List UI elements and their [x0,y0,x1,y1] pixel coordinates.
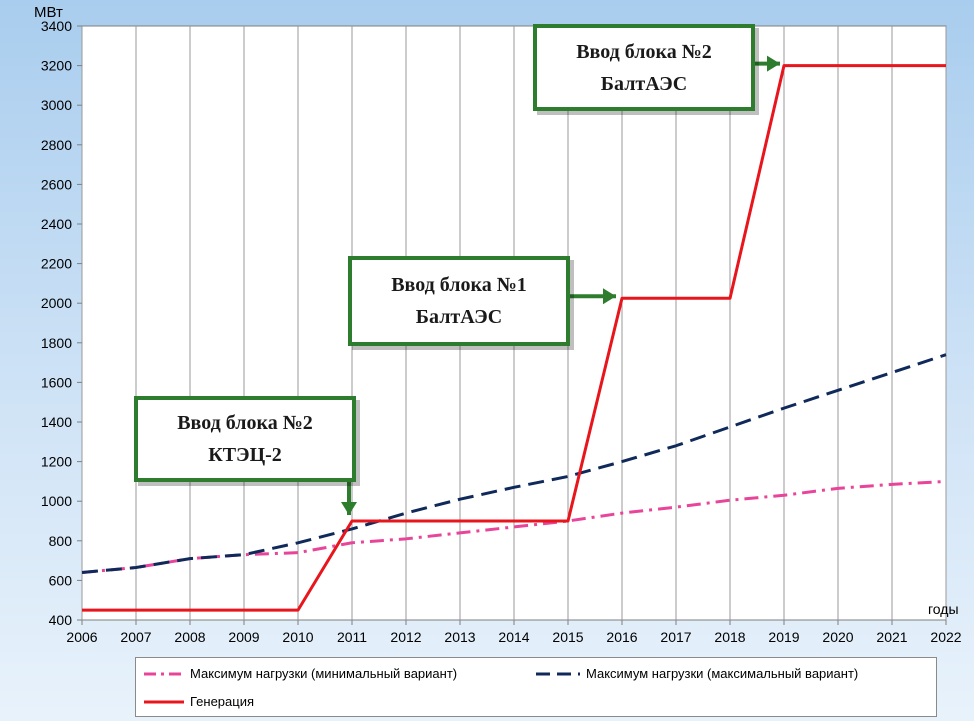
annotation-baltaes-2: Ввод блока №2 БалтАЭС [533,24,755,111]
x-tick-label: 2021 [876,629,907,645]
legend-label-gen: Генерация [190,694,255,709]
annotation-baltaes-1: Ввод блока №1 БалтАЭС [348,256,570,346]
y-tick-label: 2400 [41,216,72,232]
legend-item-max: Максимум нагрузки (максимальный вариант) [536,666,858,681]
x-tick-label: 2007 [120,629,151,645]
y-tick-label: 2600 [41,176,72,192]
series-line-1 [81,353,947,574]
y-tick-label: 3200 [41,58,72,74]
y-tick-label: 2200 [41,256,72,272]
legend-swatch-dashdot [144,672,184,675]
x-tick-label: 2006 [66,629,97,645]
x-tick-label: 2009 [228,629,259,645]
arrow-baltaes-2-head [767,55,780,72]
x-tick-label: 2008 [174,629,205,645]
legend: Максимум нагрузки (минимальный вариант) … [135,657,937,717]
x-tick-label: 2013 [444,629,475,645]
x-tick-label: 2022 [930,629,961,645]
y-tick-label: 1400 [41,414,72,430]
y-tick-label: 600 [49,572,73,588]
annotation-line1: Ввод блока №1 [391,274,527,296]
x-axis-label: годы [928,601,959,617]
x-tick-label: 2010 [282,629,313,645]
legend-swatch-solid [144,700,184,703]
arrow-ktec2-head [341,502,357,515]
legend-label-min: Максимум нагрузки (минимальный вариант) [190,666,458,681]
annotation-line2: БалтАЭС [415,306,503,328]
legend-label-max: Максимум нагрузки (максимальный вариант) [586,666,859,681]
legend-swatch-dashed [536,672,580,675]
y-tick-label: 1600 [41,374,72,390]
arrow-baltaes-1-head [603,288,616,305]
x-tick-label: 2012 [390,629,421,645]
y-tick-label: 1000 [41,493,72,509]
x-tick-label: 2017 [660,629,691,645]
x-tick-label: 2019 [768,629,799,645]
annotation-line1: Ввод блока №2 [576,40,712,63]
x-tick-label: 2011 [337,629,367,645]
x-tick-label: 2014 [498,629,529,645]
y-tick-label: 3400 [41,18,72,34]
y-tick-label: 400 [49,612,73,628]
annotation-line2: БалтАЭС [600,72,688,95]
y-axis-label: МВт [34,4,63,21]
y-tick-labels: 400 600 800 1000 1200 1400 1600 1800 2000 2200 240… [41,18,72,628]
annotation-ktec2: Ввод блока №2 КТЭЦ-2 [134,396,356,482]
series-line-2 [82,64,946,612]
annotation-line2: КТЭЦ-2 [208,444,282,466]
x-tick-label: 2018 [714,629,745,645]
annotation-line1: Ввод блока №2 [177,412,313,434]
legend-item-gen: Генерация [144,694,254,709]
x-tick-labels: 2006 2007 2008 2009 2010 2011 2012 2013 2014 2015… [66,629,961,645]
y-tick-label: 2800 [41,137,72,153]
y-tick-label: 800 [49,533,73,549]
y-tick-label: 2000 [41,295,72,311]
series-lines [81,64,947,612]
y-tick-label: 1200 [41,454,72,470]
x-tick-label: 2016 [606,629,637,645]
legend-item-min: Максимум нагрузки (минимальный вариант) [144,666,457,681]
x-tick-label: 2015 [552,629,583,645]
x-tick-label: 2020 [822,629,853,645]
y-tick-label: 1800 [41,335,72,351]
y-tick-label: 3000 [41,97,72,113]
